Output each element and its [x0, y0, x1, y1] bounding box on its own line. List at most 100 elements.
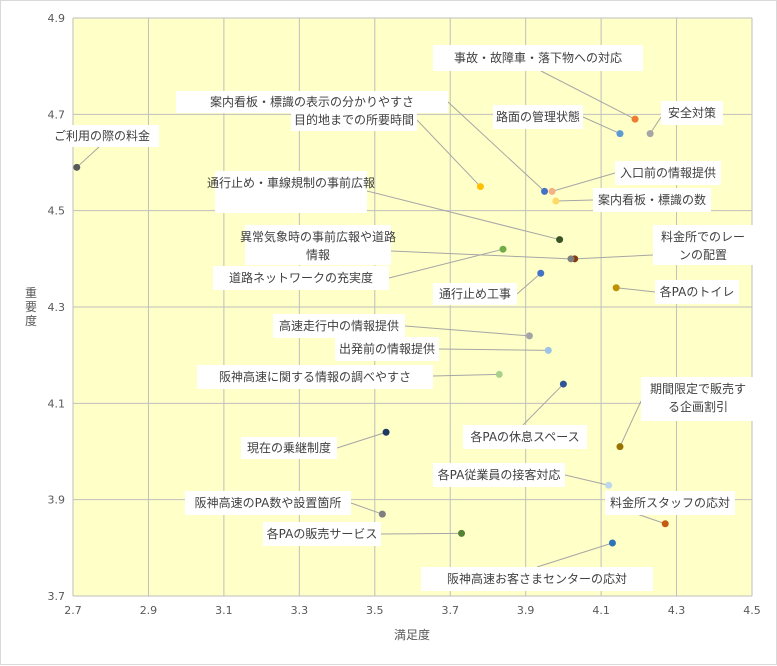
data-point: [476, 183, 484, 191]
leader-line: [336, 431, 387, 449]
leader-line: [616, 287, 656, 293]
data-point: [567, 255, 575, 263]
data-label-box: [241, 437, 337, 459]
data-label-box: [593, 188, 711, 212]
y-axis-title-char: 重: [25, 286, 37, 300]
data-label-box: [605, 491, 735, 515]
x-tick-label: 3.3: [291, 604, 309, 617]
leader-line: [522, 383, 564, 426]
leader-line: [438, 348, 549, 351]
leader-lines: [76, 70, 666, 568]
leader-line: [350, 502, 383, 515]
x-tick-labels: 2.7 2.9 3.1 3.3 3.5 3.7 3.9 4.1 4.3 4.5: [64, 604, 761, 617]
data-label: 安全対策: [668, 105, 716, 120]
data-label-box: [641, 377, 755, 421]
data-label-box: [661, 101, 723, 125]
data-label: 各PAの販売サービス: [267, 526, 378, 541]
data-label-box: [615, 161, 721, 185]
data-label: 情報: [306, 248, 330, 262]
data-point: [559, 380, 567, 388]
leader-line: [540, 70, 636, 120]
data-label-box: [433, 283, 517, 305]
y-tick-label: 4.1: [48, 397, 66, 410]
data-label: ご利用の際の料金: [54, 128, 150, 143]
y-tick-label: 3.9: [48, 494, 66, 507]
leader-line: [582, 116, 621, 135]
data-point: [537, 269, 545, 277]
data-point: [382, 428, 390, 436]
leader-line: [536, 542, 613, 568]
data-point: [458, 529, 466, 537]
data-points: [73, 115, 669, 547]
data-label: 各PAの休息スペース: [470, 429, 579, 444]
data-label: 阪神高速のPA数や設置箇所: [195, 495, 342, 510]
data-point: [552, 197, 560, 205]
data-point: [73, 163, 81, 171]
data-label-box: [291, 109, 417, 131]
data-label-box: [263, 522, 381, 546]
data-label: 阪神高速に関する情報の調べやすさ: [219, 369, 411, 384]
data-label: 入口前の情報提供: [620, 165, 716, 180]
leader-line: [416, 119, 481, 187]
data-label: 料金所スタッフの応対: [610, 495, 730, 510]
data-label: る企画割引: [668, 399, 728, 414]
leader-line: [366, 190, 560, 241]
data-label-box: [655, 280, 739, 304]
x-tick-label: 2.7: [64, 604, 82, 617]
data-label: 通行止め・車線規制の事前広報: [207, 175, 375, 190]
y-tick-label: 4.5: [48, 205, 66, 218]
leader-line: [555, 199, 594, 202]
y-axis-title-char: 度: [25, 313, 37, 328]
x-tick-label: 4.1: [592, 604, 610, 617]
data-label-box: [335, 337, 439, 361]
x-tick-label: 4.3: [668, 604, 686, 617]
data-point: [646, 130, 654, 138]
leader-line: [447, 101, 545, 192]
data-label: 通行止め工事: [439, 287, 511, 301]
y-tick-label: 3.7: [48, 590, 66, 603]
data-label-box: [653, 225, 753, 265]
data-label: 料金所でのレー: [661, 229, 745, 244]
data-label: ンの配置: [679, 248, 727, 262]
data-label: 案内看板・標識の表示の分かりやすさ: [210, 94, 414, 109]
x-tick-label: 2.9: [140, 604, 158, 617]
y-axis-title-char: 要: [25, 300, 37, 314]
data-label-box: [215, 171, 367, 213]
y-tick-label: 4.9: [48, 12, 66, 25]
y-tick-label: 4.3: [48, 301, 66, 314]
data-point: [605, 481, 613, 489]
y-tick-label: 4.7: [48, 108, 66, 121]
leader-line: [574, 254, 654, 260]
data-label-box: [45, 125, 159, 147]
data-point: [608, 539, 616, 547]
data-label: 出発前の情報提供: [339, 341, 435, 356]
data-label-box: [421, 567, 653, 591]
data-point: [541, 187, 549, 195]
leader-line: [76, 146, 100, 168]
data-label: 事故・故障車・落下物への対応: [454, 50, 622, 65]
data-label-box: [197, 365, 433, 389]
leader-line: [551, 172, 616, 192]
data-point: [612, 284, 620, 292]
data-label: 現在の乗継制度: [247, 440, 331, 455]
leader-line: [516, 272, 542, 295]
data-label: 案内看板・標識の数: [598, 192, 706, 207]
data-label: 路面の管理状態: [496, 109, 580, 124]
data-label-box: [176, 91, 448, 113]
data-label: 阪神高速お客さまセンターの応対: [447, 571, 627, 586]
data-label: 各PA従業員の接客対応: [438, 467, 561, 482]
data-label-box: [245, 225, 391, 265]
data-point: [631, 115, 639, 123]
y-axis-title: 重要度: [25, 286, 37, 328]
leader-line: [432, 373, 500, 377]
leader-line: [380, 532, 462, 535]
data-point: [661, 520, 669, 528]
leader-line: [388, 248, 504, 279]
y-tick-labels: 4.9 4.7 4.5 4.3 4.1 3.9 3.7: [48, 12, 66, 603]
data-label-box: [213, 266, 389, 290]
data-label-box: [185, 491, 351, 515]
data-point: [548, 187, 556, 195]
